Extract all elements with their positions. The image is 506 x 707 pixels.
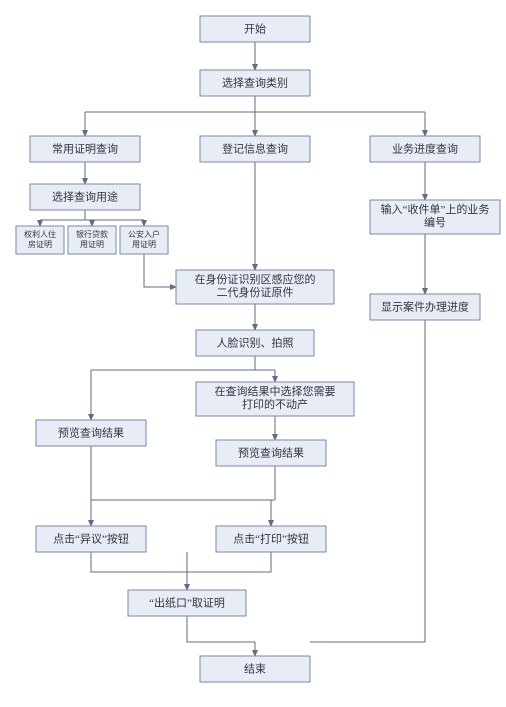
node-label-use_a-1: 房证明 <box>28 239 52 249</box>
node-label-input_num-1: 编号 <box>424 215 446 229</box>
node-label-common_q: 常用证明查询 <box>52 142 118 156</box>
node-progress_q: 业务进度查询 <box>370 136 480 162</box>
node-label-take_doc: “出纸口”取证明 <box>149 596 225 610</box>
node-label-use_c-0: 公安入户 <box>128 229 160 239</box>
edge-e31 <box>187 552 271 572</box>
node-label-use_c-1: 用证明 <box>132 240 156 249</box>
node-label-btn_print: 点击“打印”按钮 <box>233 532 309 546</box>
node-preview_l: 预览查询结果 <box>36 420 146 446</box>
node-btn_obj: 点击“异议”按钮 <box>36 526 146 552</box>
node-label-select_prop-1: 打印的不动产 <box>242 397 308 411</box>
node-label-preview_l: 预览查询结果 <box>58 426 124 440</box>
node-end: 结束 <box>200 656 310 682</box>
node-label-input_num-0: 输入“收件单”上的业务 <box>381 202 490 216</box>
node-label-use_b-1: 用证明 <box>80 240 104 249</box>
node-show_prog: 显示案件办理进度 <box>370 294 480 320</box>
edge-e32 <box>187 616 255 642</box>
node-label-progress_q: 业务进度查询 <box>392 142 458 156</box>
node-id_scan: 在身份证识别区感应您的二代身份证原件 <box>176 270 334 304</box>
node-select_prop: 在查询结果中选择您需要打印的不动产 <box>196 382 354 416</box>
node-label-show_prog: 显示案件办理进度 <box>381 300 469 314</box>
node-label-reginfo_q: 登记信息查询 <box>222 142 288 156</box>
edge-e17 <box>144 254 176 287</box>
node-label-btn_obj: 点击“异议”按钮 <box>53 532 129 546</box>
node-use_b: 银行贷款用证明 <box>68 226 116 254</box>
node-label-start: 开始 <box>244 22 266 36</box>
node-preview_r: 预览查询结果 <box>216 440 326 466</box>
node-label-select_prop-0: 在查询结果中选择您需要 <box>215 384 336 398</box>
node-label-use_a-0: 权利人住 <box>24 229 56 239</box>
node-label-select_cat: 选择查询类别 <box>222 76 288 90</box>
edge-e30 <box>91 552 187 572</box>
node-select_cat: 选择查询类别 <box>200 70 310 96</box>
node-label-face: 人脸识别、拍照 <box>217 336 294 350</box>
edge-e15 <box>310 320 425 642</box>
node-select_use: 选择查询用途 <box>30 184 140 210</box>
node-start: 开始 <box>200 16 310 42</box>
node-take_doc: “出纸口”取证明 <box>128 590 246 616</box>
node-input_num: 输入“收件单”上的业务编号 <box>370 200 500 234</box>
node-label-select_use: 选择查询用途 <box>52 190 118 204</box>
node-label-preview_r: 预览查询结果 <box>238 446 304 460</box>
node-label-end: 结束 <box>244 663 266 676</box>
node-use_c: 公安入户用证明 <box>120 226 168 254</box>
flowchart: 开始选择查询类别常用证明查询登记信息查询业务进度查询选择查询用途权利人住房证明银… <box>0 0 506 707</box>
node-label-id_scan-1: 二代身份证原件 <box>217 285 294 299</box>
node-use_a: 权利人住房证明 <box>16 226 64 254</box>
node-btn_print: 点击“打印”按钮 <box>216 526 326 552</box>
node-label-id_scan-0: 在身份证识别区感应您的 <box>195 272 316 286</box>
node-common_q: 常用证明查询 <box>30 136 140 162</box>
node-reginfo_q: 登记信息查询 <box>200 136 310 162</box>
node-label-use_b-0: 银行贷款 <box>76 229 108 239</box>
node-face: 人脸识别、拍照 <box>196 330 314 356</box>
